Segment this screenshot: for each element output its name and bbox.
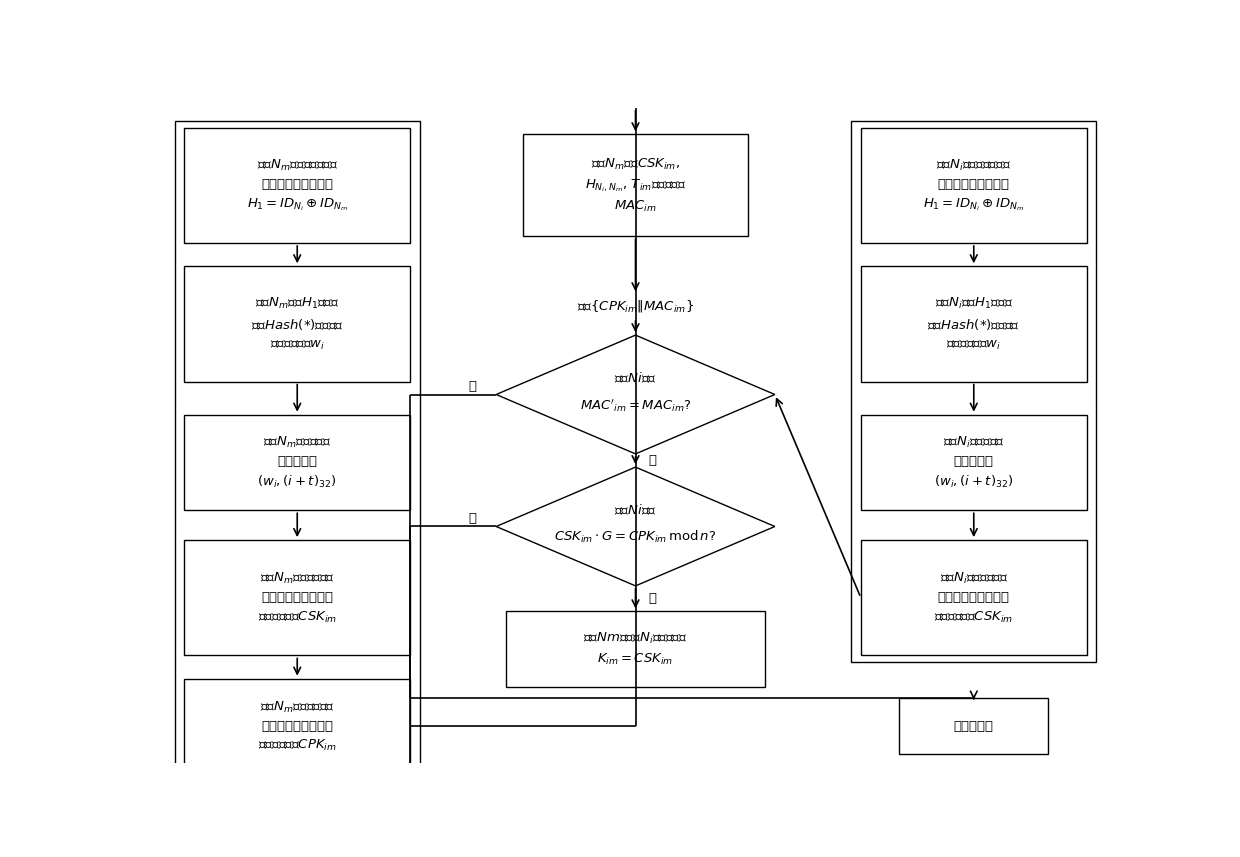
Bar (506, 611, 765, 687)
Text: 簇头$\mathit{N_m}$依据组合矩阵
空间坐标及组合矩阵
计算组合公钥$\mathit{CPK_{im}}$: 簇头$\mathit{N_m}$依据组合矩阵 空间坐标及组合矩阵 计算组合公钥$… (258, 699, 337, 753)
Bar (185, 267, 410, 381)
Bar (185, 540, 410, 656)
Polygon shape (496, 335, 775, 454)
Text: 节点$\mathit{Ni}$判断: 节点$\mathit{Ni}$判断 (614, 371, 657, 385)
Bar (861, 415, 1086, 510)
Text: 否: 否 (469, 381, 476, 393)
Text: 簇头$\mathit{N_m}$依据$H_1$及哈希
函数$\mathit{Hash(*)}$映射出组
合矩阵行坐标$w_i$: 簇头$\mathit{N_m}$依据$H_1$及哈希 函数$\mathit{Ha… (250, 297, 343, 351)
Text: 节点$\mathit{N_i}$依据组合矩阵
空间坐标及组合矩阵
计算组合私钥$\mathit{CSK_{im}}$: 节点$\mathit{N_i}$依据组合矩阵 空间坐标及组合矩阵 计算组合私钥$… (934, 571, 1013, 625)
Bar (899, 698, 1048, 754)
Text: 是: 是 (649, 592, 657, 605)
Text: 簇头$\mathit{N_m}$依据$\mathit{CSK_{im}}$,
$H_{N_i,N_m}$, $T_{im}$构造认证码
$\mathit{MAC: 簇头$\mathit{N_m}$依据$\mathit{CSK_{im}}$, $… (585, 157, 686, 214)
Bar (861, 267, 1086, 381)
Bar (861, 128, 1086, 243)
Text: 是: 是 (649, 454, 657, 467)
Text: 节点$\mathit{N_i}$依据双方身份标
识构建共享身份标识
$H_1 = ID_{N_i} \oplus ID_{N_m}$: 节点$\mathit{N_i}$依据双方身份标 识构建共享身份标识 $H_1 =… (924, 158, 1024, 213)
Text: 簇头$\mathit{N_m}$依据组合矩阵
空间坐标及组合矩阵
计算组合私钥$\mathit{CSK_{im}}$: 簇头$\mathit{N_m}$依据组合矩阵 空间坐标及组合矩阵 计算组合私钥$… (258, 571, 337, 625)
Text: 否: 否 (469, 512, 476, 525)
Text: 舍弃此报文: 舍弃此报文 (954, 720, 993, 733)
Bar (861, 540, 1086, 656)
Text: 簇头$\mathit{N_m}$构造组合矩
阵空间坐标
$(w_i,(i+t)_{32})$: 簇头$\mathit{N_m}$构造组合矩 阵空间坐标 $(w_i,(i+t)_… (258, 434, 337, 490)
Text: 节点$\mathit{N_m}$依据双方身份标
识构建共享身份标识
$H_1 = ID_{N_i} \oplus ID_{N_m}$: 节点$\mathit{N_m}$依据双方身份标 识构建共享身份标识 $H_1 =… (247, 158, 347, 213)
Text: $CSK_{im}\cdot G=CPK_{im}\,\mathrm{mod}\,n$?: $CSK_{im}\cdot G=CPK_{im}\,\mathrm{mod}\… (554, 529, 717, 545)
Text: 节点$\mathit{N_i}$构造组合矩
阵空间坐标
$(w_i,(i+t)_{32})$: 节点$\mathit{N_i}$构造组合矩 阵空间坐标 $(w_i,(i+t)_… (934, 434, 1013, 490)
Polygon shape (496, 467, 775, 586)
Bar (175, 121, 420, 781)
Bar (185, 679, 410, 774)
Text: 节点$\mathit{N_i}$依据$H_1$及哈希
函数$\mathit{Hash(*)}$映射出组
合矩阵行坐标$w_i$: 节点$\mathit{N_i}$依据$H_1$及哈希 函数$\mathit{Ha… (928, 297, 1021, 351)
Bar (522, 135, 749, 237)
Text: $MAC'_{im} = MAC_{im}$?: $MAC'_{im} = MAC_{im}$? (580, 397, 691, 413)
Text: 发送$\{CPK_{im}\|MAC_{im}\}$: 发送$\{CPK_{im}\|MAC_{im}\}$ (577, 298, 694, 314)
Text: 簇头$\mathit{Nm}$和节点$\mathit{N_i}$保存对密钥
$K_{im} = CSK_{im}$: 簇头$\mathit{Nm}$和节点$\mathit{N_i}$保存对密钥 $K… (583, 632, 688, 667)
Bar (185, 415, 410, 510)
Bar (851, 121, 1096, 662)
Bar (185, 128, 410, 243)
Text: 节点$\mathit{Ni}$判断: 节点$\mathit{Ni}$判断 (614, 503, 657, 517)
